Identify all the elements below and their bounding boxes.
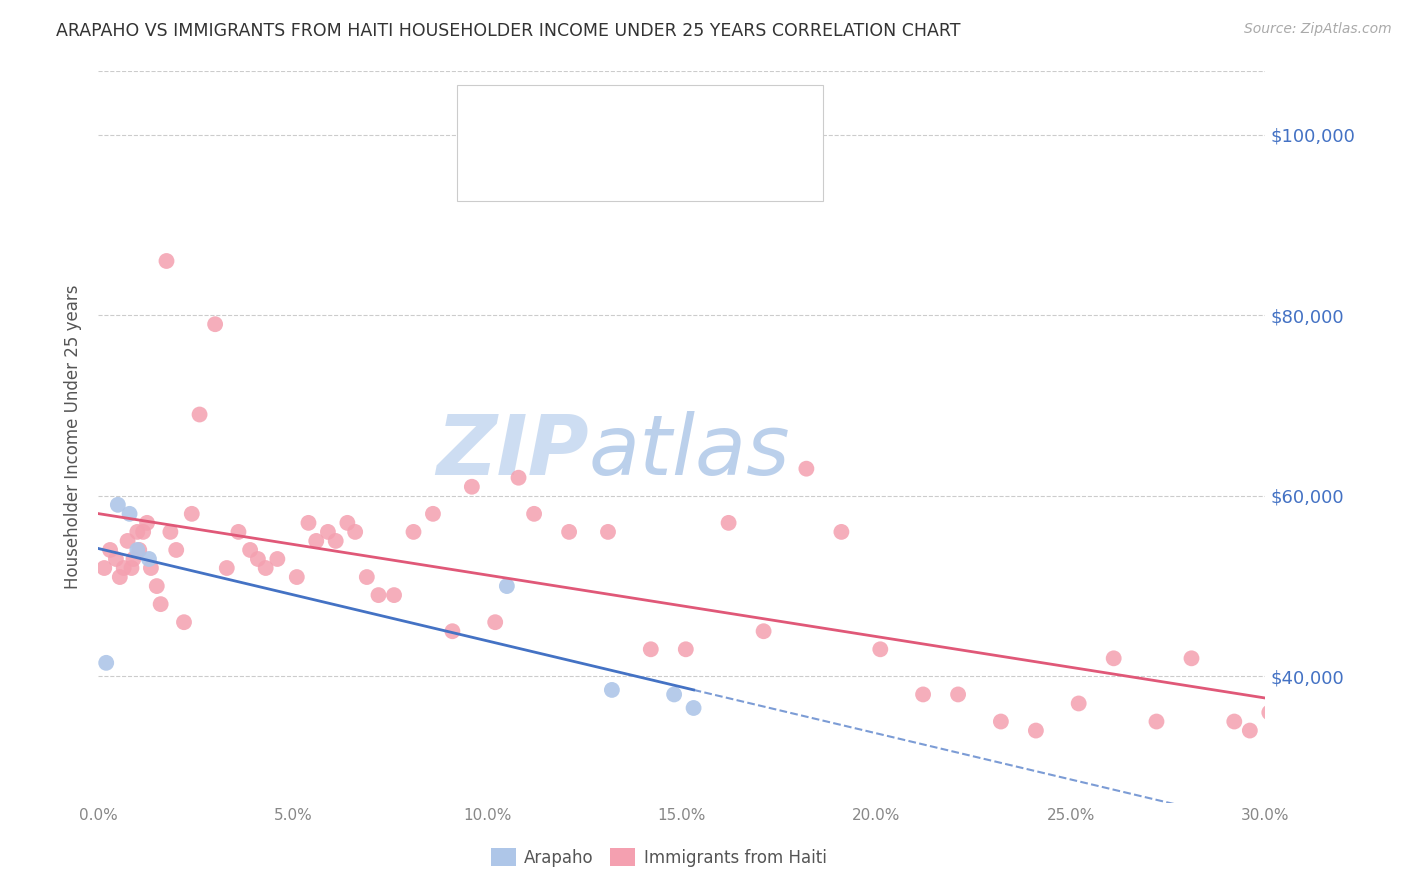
- Point: [107, 498, 129, 512]
- Point: [165, 543, 187, 558]
- Point: [1102, 651, 1125, 665]
- Point: [136, 516, 159, 530]
- Point: [662, 688, 685, 702]
- Point: [117, 533, 139, 548]
- Point: [246, 552, 269, 566]
- Point: [96, 656, 118, 670]
- Point: [118, 507, 141, 521]
- Point: [484, 615, 506, 630]
- Point: [600, 682, 623, 697]
- Point: [1180, 651, 1202, 665]
- Point: [946, 688, 969, 702]
- Point: [682, 701, 704, 715]
- Point: [1223, 714, 1246, 729]
- Point: [796, 461, 818, 475]
- Point: [138, 552, 160, 566]
- Point: [146, 579, 169, 593]
- Point: [367, 588, 389, 602]
- Point: [675, 642, 697, 657]
- Text: ARAPAHO VS IMMIGRANTS FROM HAITI HOUSEHOLDER INCOME UNDER 25 YEARS CORRELATION C: ARAPAHO VS IMMIGRANTS FROM HAITI HOUSEHO…: [56, 22, 960, 40]
- Point: [1239, 723, 1261, 738]
- Point: [108, 570, 131, 584]
- Point: [596, 524, 619, 539]
- Point: [830, 524, 852, 539]
- Point: [990, 714, 1012, 729]
- Point: [149, 597, 172, 611]
- Point: [344, 524, 367, 539]
- Point: [441, 624, 464, 639]
- Point: [1067, 697, 1090, 711]
- Point: [1146, 714, 1168, 729]
- Legend: Arapaho, Immigrants from Haiti: Arapaho, Immigrants from Haiti: [482, 840, 835, 875]
- Point: [382, 588, 405, 602]
- Point: [305, 533, 328, 548]
- Text: R = -0.209   N = 65: R = -0.209 N = 65: [534, 145, 725, 163]
- Point: [1025, 723, 1047, 738]
- Point: [159, 524, 181, 539]
- Point: [128, 543, 150, 558]
- Point: [869, 642, 891, 657]
- Point: [912, 688, 935, 702]
- Point: [640, 642, 662, 657]
- Point: [180, 507, 202, 521]
- Text: R = -0.072   N =  9: R = -0.072 N = 9: [534, 121, 720, 140]
- Point: [104, 552, 127, 566]
- Point: [173, 615, 195, 630]
- Point: [155, 254, 177, 268]
- Point: [112, 561, 135, 575]
- Point: [356, 570, 378, 584]
- Point: [121, 561, 143, 575]
- Point: [122, 552, 145, 566]
- Text: Source: ZipAtlas.com: Source: ZipAtlas.com: [1244, 22, 1392, 37]
- Point: [139, 561, 162, 575]
- Point: [523, 507, 546, 521]
- Point: [316, 524, 339, 539]
- Point: [98, 543, 121, 558]
- Point: [215, 561, 238, 575]
- Point: [336, 516, 359, 530]
- Point: [254, 561, 277, 575]
- Point: [496, 579, 519, 593]
- Y-axis label: Householder Income Under 25 years: Householder Income Under 25 years: [65, 285, 83, 590]
- Point: [558, 524, 581, 539]
- Point: [508, 471, 530, 485]
- Point: [422, 507, 444, 521]
- Point: [228, 524, 250, 539]
- Point: [752, 624, 775, 639]
- Point: [402, 524, 425, 539]
- Point: [127, 524, 149, 539]
- Point: [325, 533, 347, 548]
- Text: atlas: atlas: [589, 411, 790, 492]
- Point: [285, 570, 308, 584]
- Point: [266, 552, 288, 566]
- Point: [239, 543, 262, 558]
- Point: [132, 524, 155, 539]
- Point: [297, 516, 319, 530]
- Point: [1258, 706, 1281, 720]
- Point: [717, 516, 740, 530]
- Point: [93, 561, 115, 575]
- Point: [461, 480, 484, 494]
- Text: ZIP: ZIP: [436, 411, 589, 492]
- Point: [127, 543, 149, 558]
- Point: [204, 317, 226, 331]
- Point: [188, 408, 211, 422]
